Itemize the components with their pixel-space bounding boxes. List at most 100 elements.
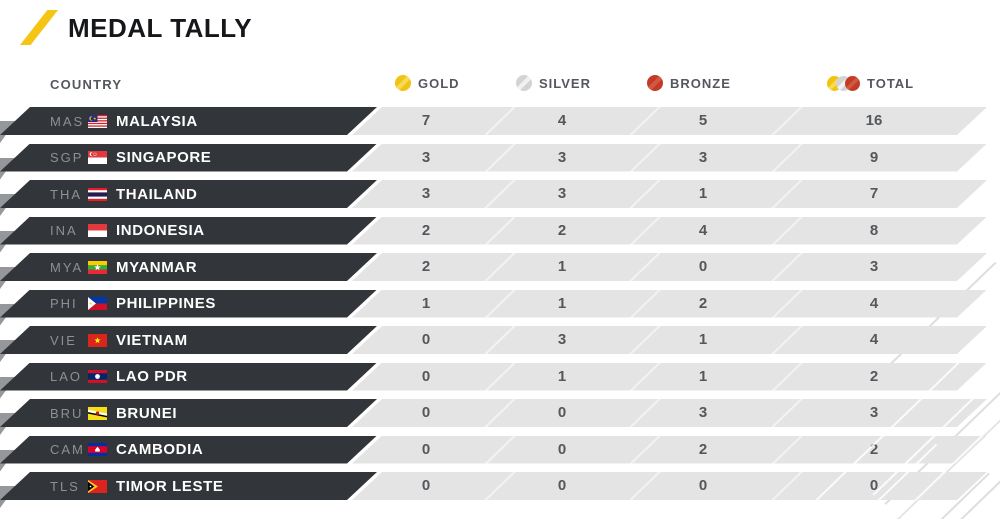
total-value: 3 [869,258,879,275]
country-name: INDONESIA [116,222,205,239]
country-code: BRU [50,405,84,421]
stats-band [352,217,987,245]
country-ribbon: SGP SINGAPORE [0,144,377,172]
total-value: 2 [869,367,879,385]
gold-value: 7 [421,112,431,129]
country-ribbon: VIE VIETNAM [0,326,377,354]
total-medals-icon [827,75,860,91]
country-row: SGP SINGAPORE 3 3 3 9 [0,141,1000,180]
bronze-value: 2 [698,440,708,458]
country-name: MALAYSIA [116,112,198,130]
column-separator [628,397,661,429]
country-code: INA [50,223,78,238]
country-name: BRUNEI [116,404,178,422]
column-header-country: COUNTRY [50,77,123,92]
country-row: INA INDONESIA 2 2 4 8 [0,217,1000,253]
total-value: 8 [869,221,879,239]
bronze-value: 0 [698,477,708,494]
bronze-value: 1 [698,185,708,202]
silver-value: 1 [557,258,567,275]
column-separator [628,141,661,173]
silver-value: 2 [557,221,567,239]
column-header-total: TOTAL [827,74,914,92]
country-row: TLS TIMOR LESTE 0 0 0 0 [0,470,1000,508]
silver-value: 0 [557,404,567,421]
country-row: CAM CAMBODIA 0 0 2 2 [0,433,1000,472]
silver-value: 1 [557,367,567,385]
country-flag-icon [88,443,107,456]
country-code: MYA [50,259,84,275]
column-header-gold-label: GOLD [418,75,460,91]
column-separator [770,141,803,173]
country-code: SGP [50,150,84,165]
country-row: MAS MALAYSIA 7 4 5 16 [0,107,1000,143]
column-header-gold: GOLD [395,74,460,92]
bronze-value: 4 [698,221,708,239]
gold-value: 0 [421,367,431,385]
total-value: 9 [869,148,879,166]
column-separator [770,214,803,246]
gold-value: 1 [421,294,431,312]
column-separator [628,470,661,502]
column-separator [770,105,803,137]
country-code: PHI [50,296,78,311]
country-code: LAO [50,369,83,384]
stats-band [352,107,987,135]
country-name: LAO PDR [116,368,188,385]
column-separator [628,433,661,465]
column-separator [770,324,803,356]
silver-value: 3 [557,331,567,348]
country-row: VIE VIETNAM 0 3 1 4 [0,324,1000,362]
column-separator [483,470,516,502]
silver-value: 3 [557,148,567,166]
bronze-value: 3 [698,404,708,421]
country-flag-icon [88,188,107,201]
country-row: LAO LAO PDR 0 1 1 2 [0,360,1000,399]
country-flag-icon [88,224,107,237]
country-ribbon: CAM CAMBODIA [0,436,377,464]
silver-value: 0 [557,440,567,458]
country-code: MAS [50,113,85,129]
country-flag-icon [88,334,107,347]
gold-value: 0 [421,440,431,458]
bronze-value: 1 [698,331,708,348]
bronze-value: 5 [698,112,708,129]
country-code: VIE [50,332,77,348]
column-separator [770,433,803,465]
bronze-medal-icon [647,75,663,91]
total-value: 4 [869,331,879,348]
column-separator [628,360,661,392]
country-ribbon: THA THAILAND [0,180,377,208]
column-separator [628,251,661,283]
country-row: MYA MYANMAR 2 1 0 3 [0,251,1000,289]
column-separator [770,287,803,319]
column-separator [483,214,516,246]
column-separator [770,360,803,392]
gold-value: 0 [421,477,431,494]
column-separator [483,433,516,465]
stats-band [352,180,987,208]
gold-value: 3 [421,148,431,166]
gold-value: 2 [421,221,431,239]
silver-value: 0 [557,477,567,494]
column-header-bronze: BRONZE [647,74,731,92]
bronze-value: 0 [698,258,708,275]
column-header-total-label: TOTAL [867,75,915,91]
country-ribbon: INA INDONESIA [0,217,377,245]
country-name: CAMBODIA [116,441,204,458]
country-code: TLS [50,478,80,494]
country-row: THA THAILAND 3 3 1 7 [0,180,1000,216]
column-separator [483,141,516,173]
bronze-value: 1 [698,367,708,385]
country-name: VIETNAM [116,331,188,349]
total-value: 4 [869,294,879,312]
column-header-silver-label: SILVER [539,75,591,91]
country-ribbon: BRU BRUNEI [0,399,377,427]
total-value: 7 [869,185,879,202]
column-separator [483,105,516,137]
bronze-value: 3 [698,148,708,166]
silver-value: 4 [557,112,567,129]
country-ribbon: PHI PHILIPPINES [0,290,377,318]
total-value: 2 [869,440,879,458]
